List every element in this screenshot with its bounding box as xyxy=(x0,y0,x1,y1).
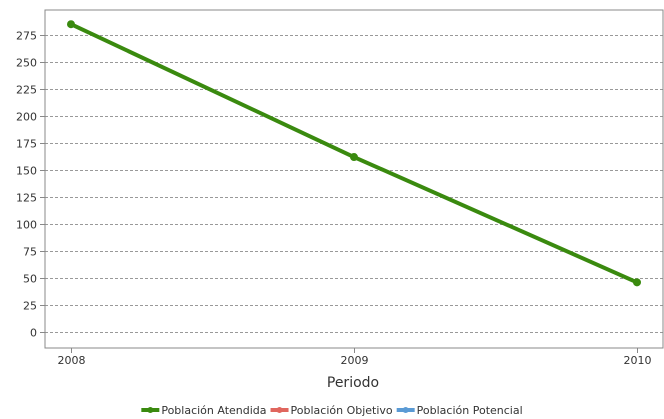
legend-label: Población Objetivo xyxy=(291,404,393,417)
data-point xyxy=(350,153,358,162)
y-axis-tick-labels: 0 25 50 75 100 125 150 175 200 225 250 275 xyxy=(16,30,37,340)
x-tick-label: 2009 xyxy=(341,354,369,367)
x-axis-tick-labels: 2008 2009 2010 xyxy=(58,354,652,367)
legend-label: Población Atendida xyxy=(161,404,266,417)
y-tick-label: 275 xyxy=(16,30,37,43)
y-tick-label: 200 xyxy=(16,111,37,124)
y-tick-label: 150 xyxy=(16,165,37,178)
y-tick-label: 175 xyxy=(16,138,37,151)
y-tick-label: 50 xyxy=(23,273,37,286)
legend-item: Población Objetivo xyxy=(270,404,393,417)
series-layer xyxy=(67,20,641,287)
legend-marker-dot xyxy=(402,407,409,413)
grid-layer xyxy=(45,35,663,333)
y-tick-label: 25 xyxy=(23,300,37,313)
legend-item: Población Potencial xyxy=(396,404,523,417)
x-tick-label: 2008 xyxy=(58,354,86,367)
legend-item: Población Atendida xyxy=(141,404,267,417)
x-axis-title: Periodo xyxy=(327,375,379,391)
x-tick-label: 2010 xyxy=(624,354,652,367)
data-point xyxy=(633,278,641,287)
legend: Población Atendida Población Objetivo Pobl… xyxy=(141,404,523,417)
y-tick-label: 75 xyxy=(23,246,37,259)
legend-marker-dot xyxy=(276,407,283,413)
legend-marker-dot xyxy=(147,407,154,413)
y-tick-label: 250 xyxy=(16,57,37,70)
y-tick-label: 125 xyxy=(16,192,37,205)
y-tick-label: 225 xyxy=(16,84,37,97)
legend-label: Población Potencial xyxy=(417,404,523,417)
data-point xyxy=(67,20,75,29)
axes-layer xyxy=(40,9,664,353)
y-tick-label: 0 xyxy=(30,327,37,340)
plot-area-border xyxy=(44,9,664,349)
y-tick-label: 100 xyxy=(16,219,37,232)
